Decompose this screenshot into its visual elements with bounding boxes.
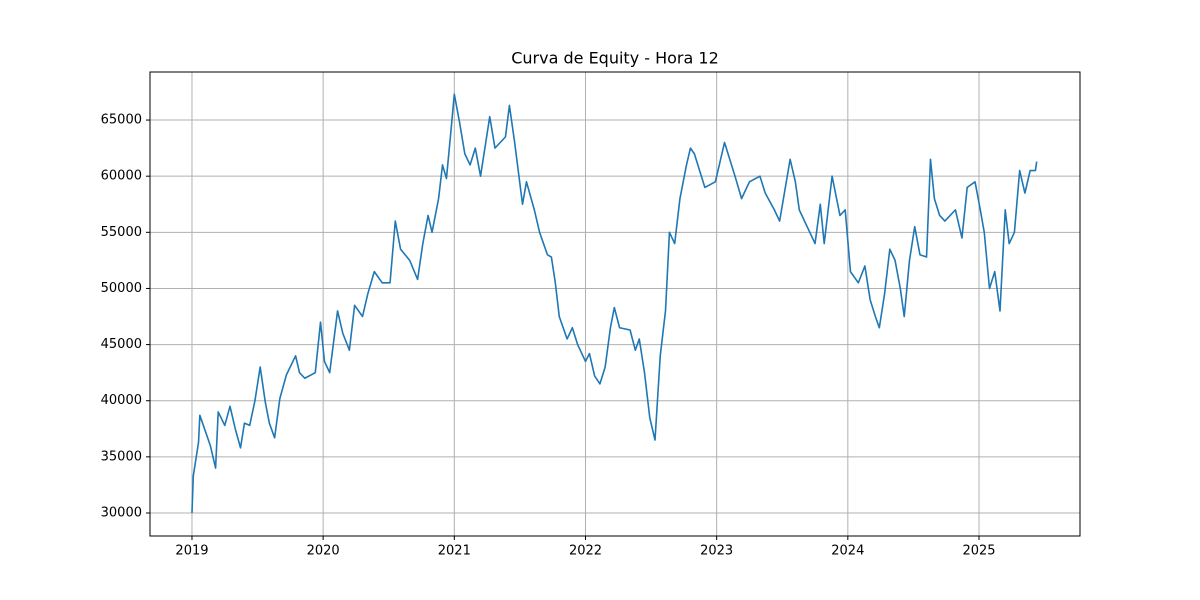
plot-frame — [149, 71, 1081, 537]
y-tick-label: 55000 — [101, 225, 142, 240]
y-tick-label: 30000 — [101, 505, 142, 520]
x-tick-label: 2022 — [569, 544, 602, 559]
x-tick-label: 2025 — [962, 544, 995, 559]
chart-title: Curva de Equity - Hora 12 — [511, 49, 719, 68]
y-tick-label: 65000 — [101, 113, 142, 128]
y-tick-label: 45000 — [101, 337, 142, 352]
x-tick-label: 2023 — [700, 544, 733, 559]
x-tick-label: 2021 — [438, 544, 471, 559]
y-tick-label: 60000 — [101, 169, 142, 184]
line-series — [191, 93, 1038, 514]
x-tick-label: 2019 — [175, 544, 208, 559]
y-tick-label: 50000 — [101, 281, 142, 296]
y-tick-label: 35000 — [101, 449, 142, 464]
y-tick-label: 40000 — [101, 393, 142, 408]
x-tick-label: 2024 — [831, 544, 864, 559]
x-tick-label: 2020 — [307, 544, 340, 559]
